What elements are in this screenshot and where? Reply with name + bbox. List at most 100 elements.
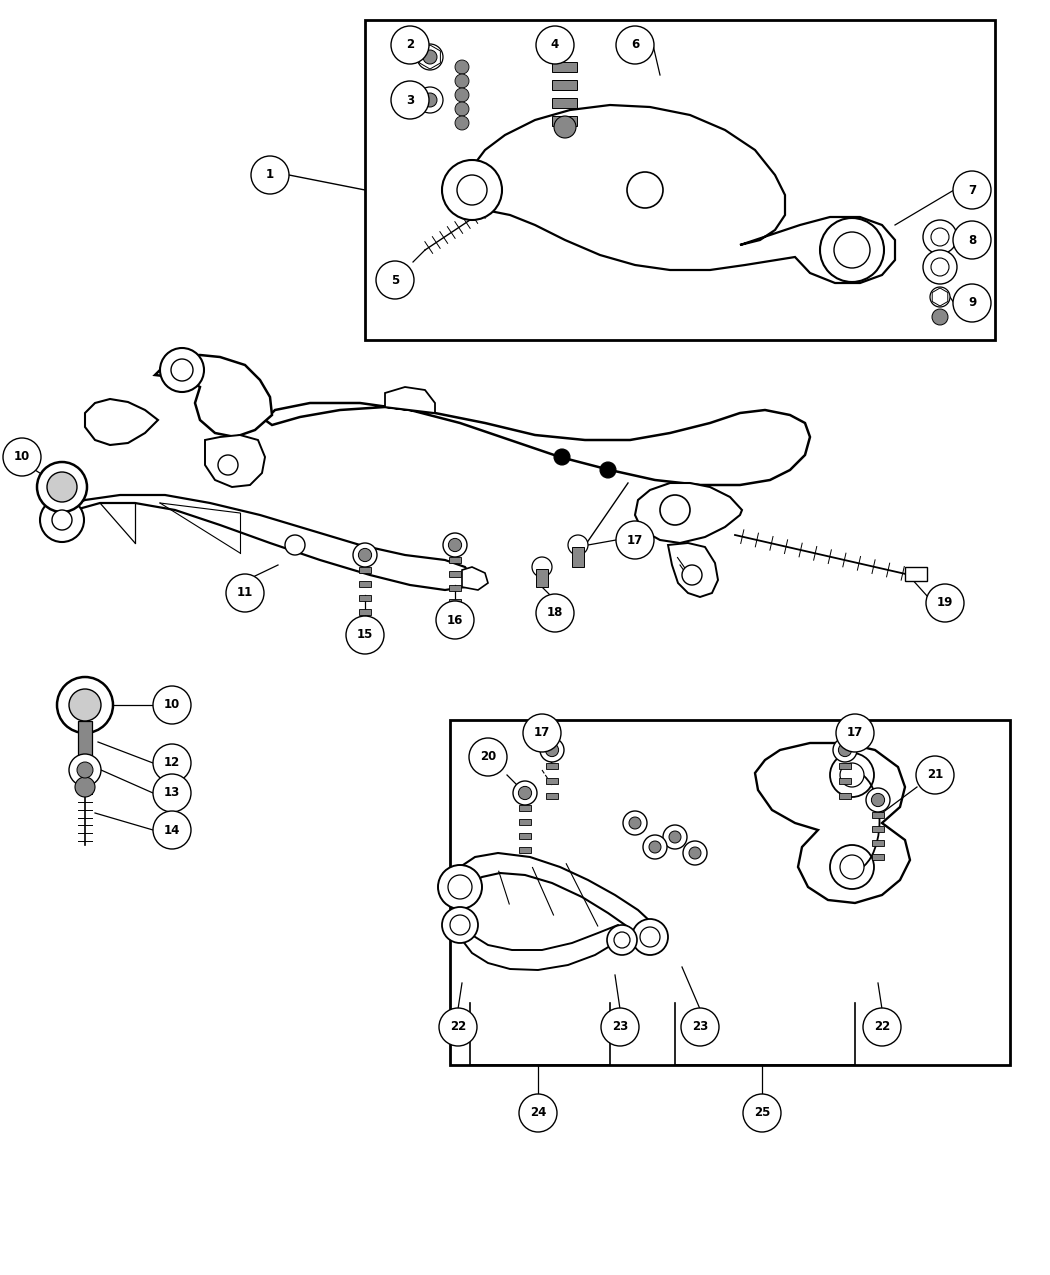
Polygon shape [155,354,272,437]
Circle shape [536,26,574,64]
Circle shape [153,745,191,782]
Circle shape [69,754,101,785]
Circle shape [923,250,957,284]
Circle shape [532,557,552,578]
Circle shape [438,864,482,909]
Polygon shape [452,853,658,940]
Text: 11: 11 [237,586,253,599]
Circle shape [423,50,437,64]
Polygon shape [265,403,810,484]
Circle shape [69,688,101,720]
Circle shape [442,159,502,221]
Circle shape [423,93,437,107]
Circle shape [536,594,574,632]
Polygon shape [45,495,472,590]
Circle shape [37,462,87,513]
Circle shape [519,1094,557,1132]
Bar [552,116,578,126]
Circle shape [649,842,662,853]
Circle shape [953,221,991,259]
Circle shape [866,788,890,812]
Text: 8: 8 [968,233,976,246]
Circle shape [523,714,561,752]
Circle shape [833,738,857,762]
Circle shape [632,919,668,955]
Bar [872,854,884,861]
Circle shape [439,1009,477,1046]
Circle shape [285,536,304,555]
Circle shape [830,754,874,797]
Circle shape [930,287,950,307]
Circle shape [838,743,852,756]
Bar [546,778,558,784]
Circle shape [568,536,588,555]
Circle shape [616,521,654,558]
Circle shape [455,74,469,88]
Circle shape [226,574,264,612]
Circle shape [391,26,429,64]
Text: 17: 17 [847,727,863,739]
Text: 17: 17 [533,727,550,739]
Circle shape [218,455,238,476]
Circle shape [448,875,472,899]
Text: 5: 5 [391,274,399,287]
Polygon shape [85,399,158,445]
Bar [546,762,558,769]
Text: 4: 4 [551,38,559,51]
Text: 16: 16 [447,613,463,626]
Circle shape [743,1094,781,1132]
Circle shape [391,82,429,119]
Bar [449,571,461,578]
Bar [546,793,558,799]
Bar [552,98,578,108]
Circle shape [442,907,478,944]
Bar [450,720,1010,1065]
Circle shape [160,348,204,391]
Polygon shape [455,900,628,970]
Bar [359,595,371,601]
Circle shape [663,825,687,849]
Text: 1: 1 [266,168,274,181]
Circle shape [346,616,384,654]
Circle shape [457,175,487,205]
Polygon shape [460,105,895,283]
Circle shape [840,762,864,787]
Circle shape [953,284,991,323]
Bar [905,567,927,581]
Circle shape [872,793,884,807]
Circle shape [417,45,443,70]
Polygon shape [755,743,910,903]
Circle shape [689,847,701,859]
Text: 23: 23 [612,1020,628,1034]
Circle shape [682,565,702,585]
Polygon shape [205,435,265,487]
Text: 25: 25 [754,1107,771,1119]
Text: 6: 6 [631,38,639,51]
Text: 21: 21 [927,769,943,782]
Bar [359,609,371,615]
Text: 24: 24 [530,1107,546,1119]
Bar [572,547,584,567]
Bar [449,557,461,564]
Circle shape [840,856,864,878]
Circle shape [669,831,681,843]
Circle shape [681,1009,719,1046]
Circle shape [863,1009,901,1046]
Circle shape [153,811,191,849]
Text: 17: 17 [627,533,643,547]
Circle shape [455,88,469,102]
Text: 12: 12 [164,756,181,770]
Bar [519,847,531,853]
Circle shape [251,156,289,194]
Circle shape [601,1009,639,1046]
Circle shape [455,60,469,74]
Circle shape [554,449,570,465]
Bar [872,826,884,833]
Bar [519,833,531,839]
Circle shape [953,171,991,209]
Circle shape [540,738,564,762]
Circle shape [358,548,372,561]
Circle shape [469,738,507,776]
Circle shape [455,116,469,130]
Circle shape [52,510,72,530]
